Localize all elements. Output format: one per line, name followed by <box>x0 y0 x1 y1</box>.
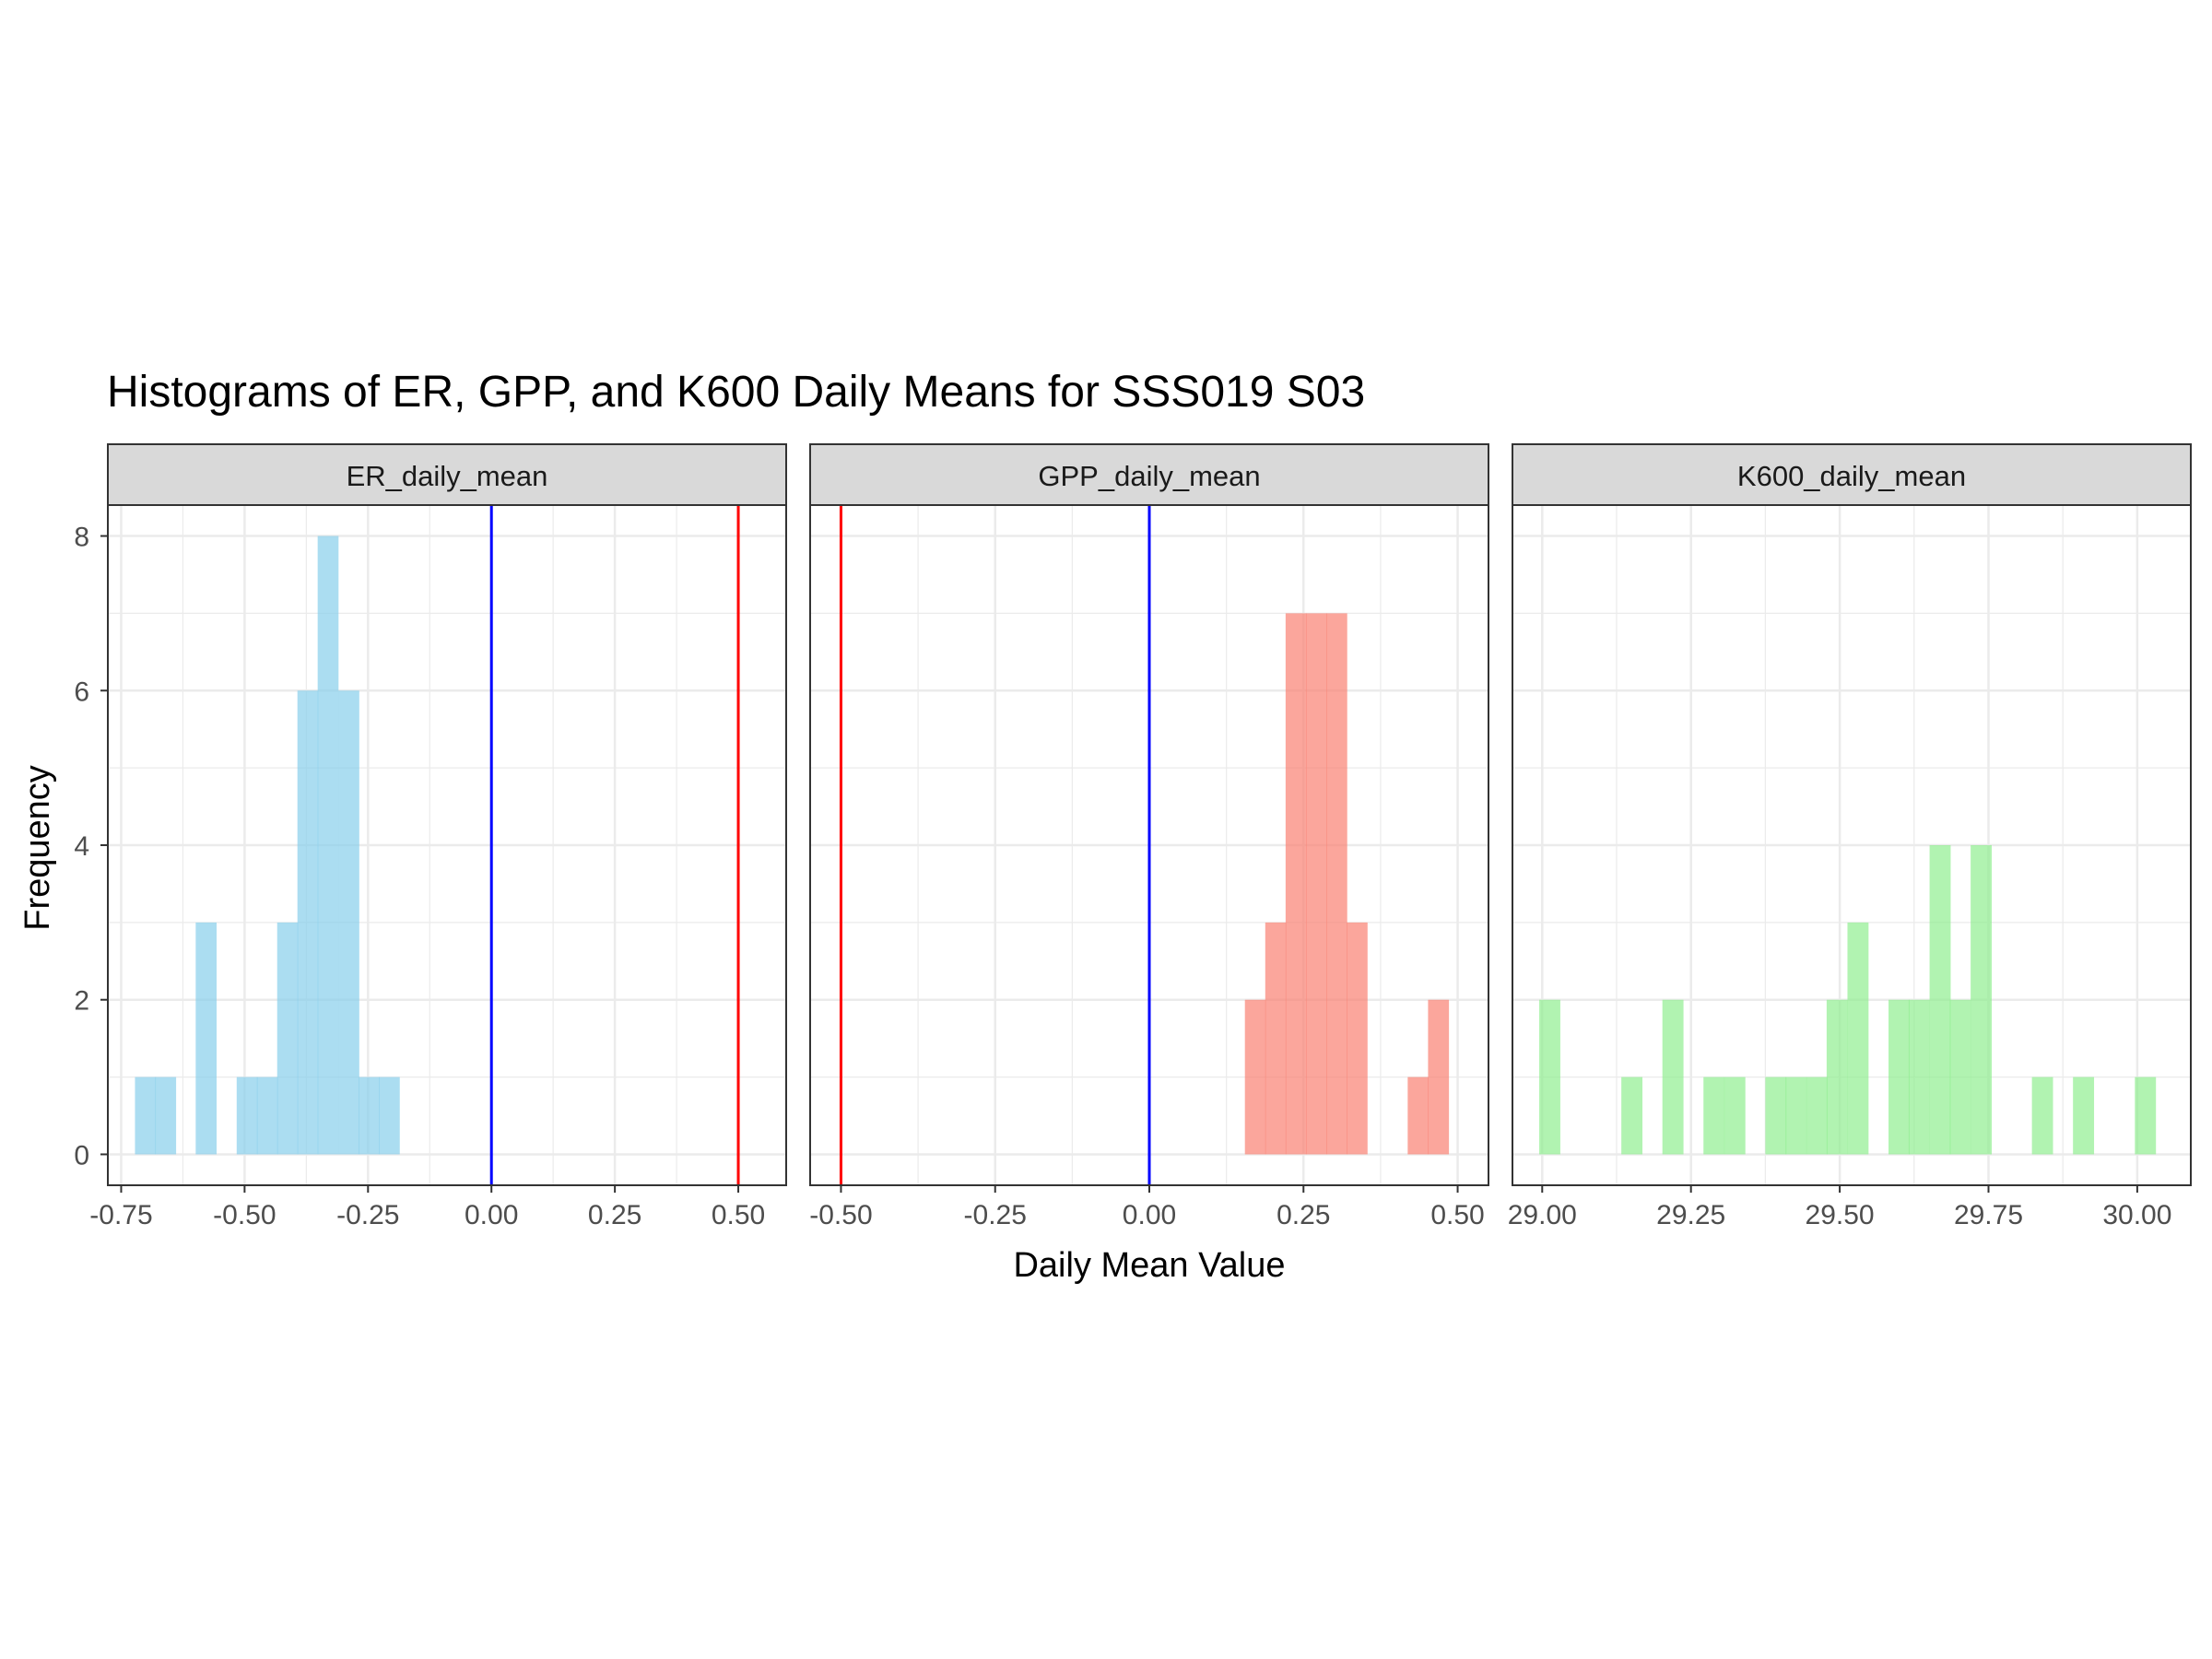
x-tick-label: -0.75 <box>89 1200 152 1230</box>
histogram-bar <box>1539 999 1560 1155</box>
histogram-bar <box>135 1077 157 1155</box>
histogram-bar <box>1347 922 1368 1155</box>
histogram-bar <box>1326 613 1347 1155</box>
histogram-bar <box>1929 845 1951 1155</box>
histogram-bar <box>2031 1077 2053 1155</box>
chart-title: Histograms of ER, GPP, and K600 Daily Me… <box>107 368 1365 417</box>
histogram-bar <box>1908 999 1930 1155</box>
x-tick-label: -0.25 <box>964 1200 1027 1230</box>
x-tick-label: 0.00 <box>1123 1200 1176 1230</box>
facet-strip <box>809 443 1489 506</box>
x-tick-label: 0.25 <box>1277 1200 1330 1230</box>
facet-panel-1: ER_daily_mean -0.75 -0.50 -0.25 0.00 0.25 0.50 <box>89 443 787 1230</box>
facet-strip <box>107 443 787 506</box>
histogram-bar <box>297 690 319 1155</box>
facet-strip <box>1512 443 2192 506</box>
facet-strip-label: K600_daily_mean <box>1737 460 1966 492</box>
facet-panels: ER_daily_mean -0.75 -0.50 -0.25 0.00 0.25 0.50… <box>89 443 2192 1230</box>
facet-panel-3: K600_daily_mean 29.00 29.25 29.50 29.75 30.00 <box>1508 443 2192 1230</box>
y-tick-label: 4 <box>74 831 89 862</box>
histogram-bar <box>379 1077 400 1155</box>
histogram-bar <box>1428 999 1450 1155</box>
histogram-bar <box>1765 1077 1787 1155</box>
histogram-bar <box>1265 922 1287 1155</box>
histogram-bar <box>1407 1077 1430 1155</box>
histogram-bar <box>195 922 218 1155</box>
x-tick-label: 0.50 <box>1430 1200 1484 1230</box>
x-tick-label: -0.25 <box>336 1200 399 1230</box>
x-axis-title: Daily Mean Value <box>1013 1246 1285 1285</box>
facet-strip-label: GPP_daily_mean <box>1038 460 1260 492</box>
histogram-bar <box>155 1077 177 1155</box>
histogram-bar <box>1888 999 1910 1155</box>
histogram-bar <box>1724 1077 1746 1155</box>
histogram-bar <box>1305 613 1327 1155</box>
histogram-bar <box>1621 1077 1643 1155</box>
x-tick-label: 0.00 <box>465 1200 518 1230</box>
histogram-bar <box>1244 999 1266 1155</box>
facet-panel-2: GPP_daily_mean -0.50 -0.25 0.00 0.25 0.50 <box>809 443 1489 1230</box>
histogram-bar <box>1949 999 1971 1155</box>
histogram-bar <box>2135 1077 2157 1155</box>
histogram-bar <box>1703 1077 1725 1155</box>
histogram-bar <box>276 922 299 1155</box>
histogram-bar <box>1662 999 1684 1155</box>
histogram-bar <box>1806 1077 1828 1155</box>
y-tick-label: 8 <box>74 523 89 553</box>
histogram-bar <box>1785 1077 1807 1155</box>
x-tick-label: -0.50 <box>809 1200 872 1230</box>
histogram-bar <box>1285 613 1307 1155</box>
histogram-bar <box>1971 845 1992 1155</box>
y-tick-label: 0 <box>74 1140 89 1171</box>
y-axis-labels: 0 2 4 6 8 <box>74 523 108 1171</box>
facet-strip-label: ER_daily_mean <box>347 460 548 492</box>
y-axis-title: Frequency <box>18 765 57 931</box>
histogram-bar <box>338 690 359 1155</box>
histogram-bar <box>236 1077 258 1155</box>
histogram-bar <box>256 1077 278 1155</box>
x-tick-label: 29.75 <box>1954 1200 2023 1230</box>
histogram-bar <box>317 535 339 1155</box>
x-tick-label: 0.50 <box>712 1200 765 1230</box>
histogram-bar <box>1847 922 1869 1155</box>
x-tick-label: 0.25 <box>588 1200 641 1230</box>
y-tick-label: 6 <box>74 677 89 707</box>
x-tick-label: 30.00 <box>2102 1200 2171 1230</box>
x-tick-label: 29.25 <box>1656 1200 1725 1230</box>
x-tick-label: 29.50 <box>1806 1200 1875 1230</box>
histogram-bar <box>1826 999 1848 1155</box>
x-tick-label: 29.00 <box>1508 1200 1577 1230</box>
histogram-bar <box>359 1077 380 1155</box>
x-tick-label: -0.50 <box>213 1200 276 1230</box>
y-tick-label: 2 <box>74 986 89 1017</box>
histogram-bar <box>2073 1077 2095 1155</box>
